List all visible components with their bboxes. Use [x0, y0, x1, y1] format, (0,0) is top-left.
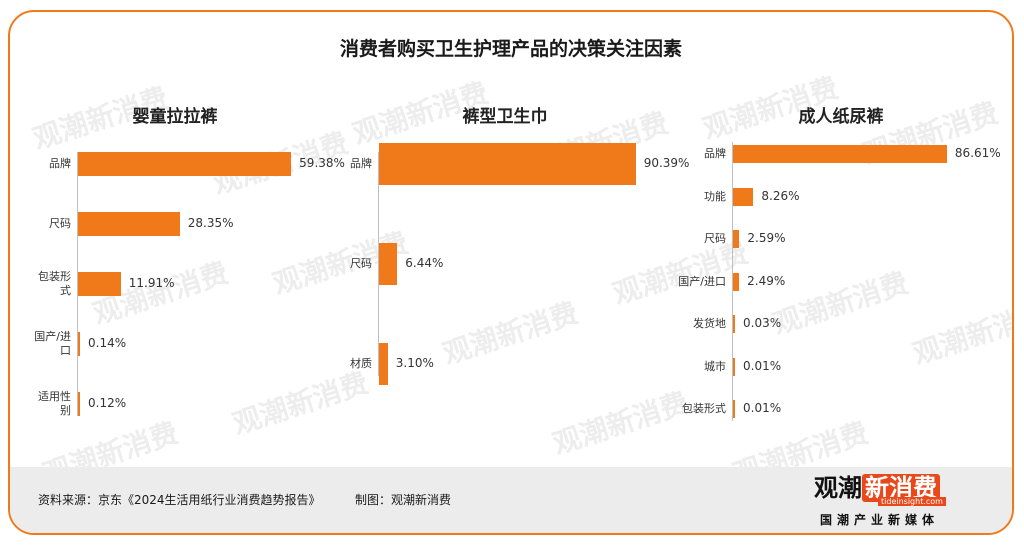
value-label: 2.49%: [747, 273, 786, 288]
category-label: 尺码: [49, 217, 71, 230]
category-label: 发货地: [693, 317, 726, 330]
y-axis-line: [77, 152, 78, 416]
category-label: 尺码: [704, 232, 726, 245]
chart-panel-3: 成人纸尿裤品牌 86.61% 功能 8.26% 尺码 2.59% 国产/进口 2.49% 发货地…: [678, 92, 1004, 452]
category-label: 品牌: [49, 157, 71, 170]
category-label: 包装形式: [38, 270, 71, 297]
panel-title: 婴童拉拉裤: [132, 107, 218, 127]
value-label: 0.14%: [88, 336, 127, 350]
value-label: 28.35%: [187, 216, 234, 230]
logo-tagline: 国潮产业新媒体: [820, 513, 940, 527]
value-label: 59.38%: [299, 156, 345, 170]
category-label: 尺码: [350, 257, 372, 270]
value-label: 2.59%: [747, 231, 786, 245]
bar: [78, 392, 80, 416]
y-axis-line: [732, 142, 733, 421]
source-note: 资料来源：京东《2024生活用纸行业消费趋势报告》: [38, 493, 321, 507]
bar: [78, 152, 292, 176]
bar: [733, 315, 735, 333]
category-label: 适用性别: [38, 390, 71, 417]
category-label: 功能: [704, 189, 726, 203]
bar: [78, 212, 180, 236]
maker-note: 制图：观潮新消费: [355, 493, 452, 507]
main-title: 消费者购买卫生护理产品的决策关注因素: [339, 38, 682, 60]
category-label: 品牌: [350, 157, 372, 170]
value-label: 90.39%: [643, 156, 690, 170]
value-label: 11.91%: [128, 276, 175, 290]
logo-part-a: 观潮: [814, 474, 862, 502]
category-label: 国产/进口: [678, 274, 726, 288]
bar: [733, 272, 740, 291]
value-label: 3.10%: [395, 356, 434, 370]
value-label: 0.03%: [743, 316, 782, 330]
bar: [78, 272, 121, 296]
panel-title: 成人纸尿裤: [798, 107, 884, 127]
logo-wordmark: 观潮 新消费: [814, 473, 940, 503]
category-label: 城市: [704, 359, 726, 373]
logo-url: tideinsight.com: [878, 497, 946, 506]
panel-title: 裤型卫生巾: [462, 107, 548, 127]
category-label: 品牌: [704, 147, 726, 160]
chart-panel-2: 裤型卫生巾品牌 90.39% 尺码 6.44% 材质 3.10%: [340, 92, 689, 452]
chart-frame: 观潮新消费 观潮新消费 观潮新消费 观潮新消费 观潮新消费 观潮新消费 观潮新消费 观潮新消费…: [8, 10, 1014, 535]
bar: [379, 243, 398, 285]
category-label: 国产/进口: [34, 330, 71, 357]
value-label: 0.01%: [743, 358, 782, 373]
bar: [733, 187, 754, 206]
value-label: 6.44%: [405, 256, 444, 270]
bar: [379, 343, 388, 385]
bar: [78, 332, 80, 356]
category-label: 包装形式: [682, 402, 726, 415]
brand-logo: 观潮 新消费 tideinsight.com 国潮产业新媒体: [814, 473, 994, 531]
bar: [733, 145, 947, 163]
bar: [733, 357, 735, 376]
bar: [733, 400, 735, 418]
value-label: 86.61%: [954, 146, 1001, 160]
category-label: 材质: [350, 357, 372, 370]
value-label: 8.26%: [761, 188, 800, 203]
bar: [379, 143, 636, 185]
value-label: 0.01%: [743, 401, 782, 415]
y-axis-line: [378, 152, 379, 376]
footer: 资料来源：京东《2024生活用纸行业消费趋势报告》 制图：观潮新消费 观潮 新消费…: [10, 467, 1012, 533]
value-label: 0.12%: [88, 396, 127, 410]
bar: [733, 230, 740, 248]
chart-panel-1: 婴童拉拉裤品牌 59.38% 尺码 28.35% 包装形式 11.91% 国产/进口 0.14…: [20, 92, 345, 452]
